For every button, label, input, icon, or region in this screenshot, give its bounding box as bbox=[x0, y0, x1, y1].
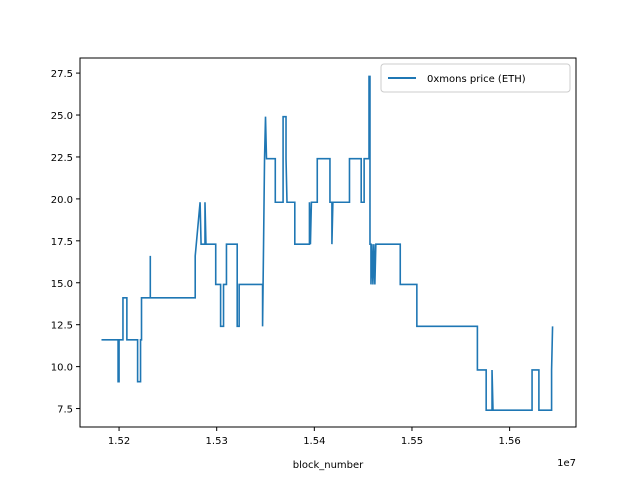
x-tick-label: 1.53 bbox=[206, 436, 228, 447]
legend: 0xmons price (ETH) bbox=[380, 63, 571, 93]
x-tick-label: 1.52 bbox=[108, 436, 130, 447]
legend-label: 0xmons price (ETH) bbox=[427, 74, 526, 85]
x-tick-label: 1.55 bbox=[401, 436, 423, 447]
y-tick-label: 17.5 bbox=[51, 237, 73, 248]
y-tick-label: 10.0 bbox=[51, 363, 73, 374]
y-tick-label: 20.0 bbox=[51, 195, 73, 206]
y-tick-label: 22.5 bbox=[51, 153, 73, 164]
y-tick-label: 12.5 bbox=[51, 321, 73, 332]
y-tick-label: 25.0 bbox=[51, 111, 73, 122]
plot-frame bbox=[79, 57, 577, 428]
series-line bbox=[101, 75, 554, 412]
plot-area bbox=[80, 58, 576, 427]
legend-box bbox=[380, 63, 571, 93]
x-tick-label: 1.56 bbox=[498, 436, 520, 447]
y-tick-label: 7.5 bbox=[57, 405, 73, 416]
series-layer bbox=[101, 75, 554, 412]
y-tick-label: 27.5 bbox=[51, 69, 73, 80]
x-axis: 1.52 1.53 1.54 1.55 1.56 bbox=[108, 427, 521, 447]
x-tick-label: 1.54 bbox=[303, 436, 325, 447]
x-axis-label: block_number bbox=[293, 460, 364, 471]
y-tick-label: 15.0 bbox=[51, 279, 73, 290]
x-axis-offset-label: 1e7 bbox=[557, 458, 576, 469]
y-axis: 7.5 10.0 12.5 15.0 17.5 20.0 22.5 25.0 27.5 bbox=[51, 69, 80, 416]
